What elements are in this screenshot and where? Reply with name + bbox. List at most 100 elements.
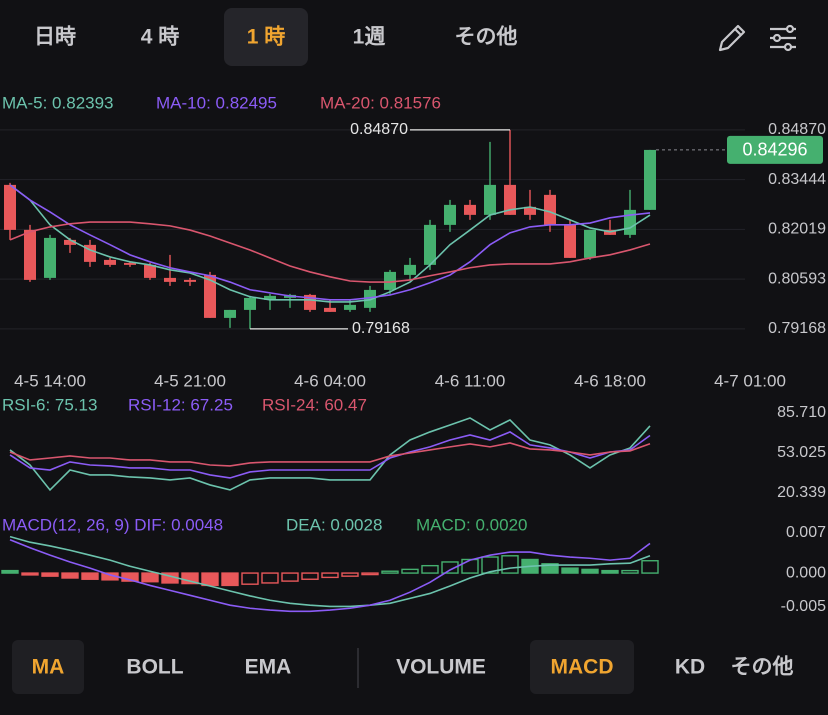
- legend-entry: MACD(12, 26, 9) DIF: 0.0048: [2, 515, 223, 534]
- indicator-tab[interactable]: その他: [731, 656, 794, 679]
- timeframe-tab[interactable]: 1週: [353, 26, 386, 49]
- indicator-tab[interactable]: MA: [32, 656, 65, 679]
- candle-body: [4, 184, 16, 230]
- candle-body: [364, 289, 376, 308]
- y-tick-label: 0.82019: [768, 221, 826, 238]
- candle-body: [204, 274, 216, 318]
- macd-bar: [641, 560, 659, 574]
- macd-bar: [341, 572, 359, 577]
- candle-body: [504, 184, 516, 215]
- candle-body: [124, 262, 136, 265]
- candle-body: [484, 184, 496, 215]
- candle-body: [24, 229, 36, 280]
- last-price: 0.84296: [742, 140, 807, 160]
- x-tick-label: 4-6 11:00: [435, 371, 506, 390]
- timeframe-tab[interactable]: 1 時: [247, 25, 286, 49]
- indicator-tab[interactable]: KD: [675, 656, 705, 679]
- y-tick-label: -0.005: [781, 598, 826, 615]
- macd-bar: [61, 572, 79, 579]
- rsi-line: [9, 417, 651, 492]
- macd-bar: [261, 572, 279, 584]
- indicator-tab[interactable]: EMA: [245, 656, 292, 679]
- legend-entry: RSI-24: 60.47: [262, 395, 367, 414]
- timeframe-tab[interactable]: 4 時: [141, 25, 180, 49]
- candle-body: [264, 295, 276, 300]
- candle-body: [344, 304, 356, 310]
- x-tick-label: 4-6 18:00: [574, 371, 646, 390]
- macd-bar: [481, 556, 499, 574]
- indicator-tab[interactable]: VOLUME: [396, 656, 486, 679]
- indicator-tab[interactable]: BOLL: [126, 656, 183, 679]
- y-tick-label: 85.710: [777, 404, 826, 421]
- legend-entry: MACD: 0.0020: [416, 515, 528, 534]
- timeframe-tab[interactable]: その他: [455, 26, 518, 49]
- candle-body: [464, 204, 476, 215]
- dif-line: [9, 539, 651, 613]
- candle-body: [144, 264, 156, 278]
- macd-bar: [381, 570, 399, 574]
- y-tick-label: 0.007: [786, 524, 826, 541]
- candle-body: [384, 271, 396, 290]
- candle-body: [424, 224, 436, 265]
- edit-icon[interactable]: [718, 24, 746, 52]
- legend-entry: MA-20: 0.81576: [320, 93, 441, 112]
- y-tick-label: 53.025: [777, 444, 826, 461]
- indicator-tab[interactable]: MACD: [551, 656, 614, 679]
- macd-bar: [1, 569, 19, 574]
- rsi-line: [9, 442, 651, 467]
- x-tick-label: 4-7 01:00: [714, 371, 786, 390]
- y-tick-label: 0.84870: [768, 121, 826, 138]
- max-label: 0.84870: [350, 121, 408, 138]
- y-tick-label: 20.339: [777, 484, 826, 501]
- macd-bar: [501, 555, 519, 574]
- candle-body: [584, 229, 596, 258]
- dea-line: [9, 535, 651, 608]
- slider-knob: [783, 42, 793, 52]
- y-tick-label: 0.83444: [768, 171, 826, 188]
- macd-bar: [281, 572, 299, 582]
- candle-body: [624, 209, 636, 235]
- macd-bar: [541, 563, 559, 574]
- tab-highlight: [224, 8, 308, 66]
- macd-bar: [81, 572, 99, 580]
- macd-bar: [421, 564, 439, 574]
- candle-body: [524, 206, 536, 215]
- ma-line: [9, 221, 651, 283]
- candle-body: [404, 264, 416, 275]
- last-price-box: [727, 135, 823, 164]
- macd-bar: [581, 568, 599, 574]
- candle-body: [224, 309, 236, 318]
- candle-body: [104, 259, 116, 265]
- x-tick-label: 4-5 14:00: [14, 371, 86, 390]
- min-label: 0.79168: [352, 320, 410, 337]
- y-tick-label: 0.000: [786, 564, 826, 581]
- candle-body: [164, 277, 176, 282]
- legend-entry: MA-5: 0.82393: [2, 93, 114, 112]
- macd-bar: [441, 561, 459, 574]
- timeframe-tab[interactable]: 日時: [34, 25, 76, 49]
- ma-line: [9, 184, 651, 303]
- macd-bar: [621, 569, 639, 574]
- settings-icon[interactable]: [770, 24, 796, 52]
- macd-bar: [241, 572, 259, 585]
- macd-bar: [141, 572, 159, 583]
- legend-entry: RSI-6: 75.13: [2, 395, 97, 414]
- macd-bar: [361, 572, 379, 576]
- macd-bar: [321, 572, 339, 579]
- macd-bar: [301, 572, 319, 580]
- candle-body: [324, 307, 336, 312]
- candle-body: [544, 194, 556, 225]
- x-tick-label: 4-5 21:00: [154, 371, 226, 390]
- candle-body: [444, 204, 456, 225]
- x-tick-label: 4-6 04:00: [294, 371, 366, 390]
- y-tick-label: 0.79168: [768, 320, 826, 337]
- legend-entry: MA-10: 0.82495: [156, 93, 277, 112]
- macd-bar: [601, 569, 619, 574]
- tab-highlight: [12, 640, 84, 694]
- macd-bar: [41, 572, 59, 577]
- y-tick-label: 0.80593: [768, 270, 826, 287]
- candle-body: [644, 149, 656, 210]
- macd-bar: [561, 567, 579, 574]
